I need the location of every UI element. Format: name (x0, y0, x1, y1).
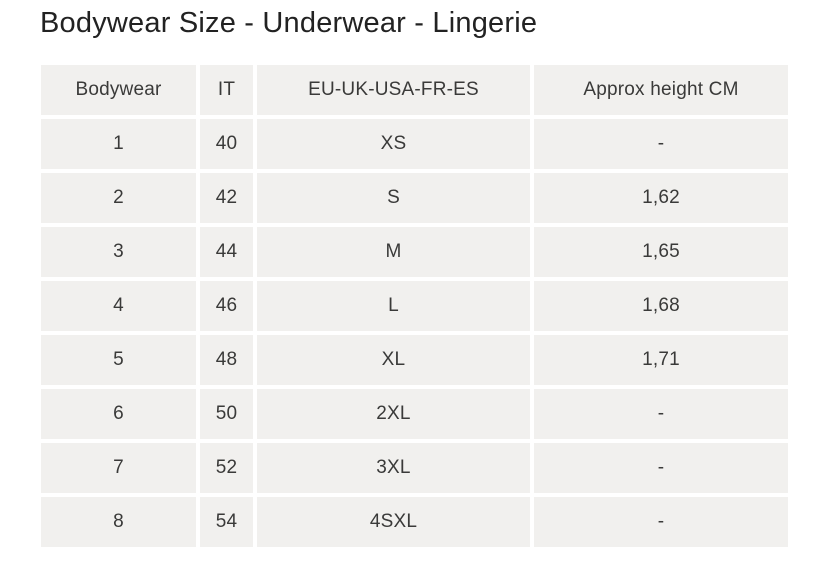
table-row: 7 52 3XL - (41, 443, 788, 493)
column-header-approx-height-cm: Approx height CM (534, 65, 788, 115)
cell-bodywear: 8 (41, 497, 196, 547)
column-header-it: IT (200, 65, 253, 115)
cell-bodywear: 6 (41, 389, 196, 439)
cell-it: 42 (200, 173, 253, 223)
size-chart-table: Bodywear IT EU-UK-USA-FR-ES Approx heigh… (37, 61, 792, 551)
cell-height: - (534, 443, 788, 493)
cell-eu-size: 3XL (257, 443, 530, 493)
cell-eu-size: 4SXL (257, 497, 530, 547)
cell-height: - (534, 119, 788, 169)
cell-eu-size: 2XL (257, 389, 530, 439)
cell-it: 54 (200, 497, 253, 547)
table-row: 4 46 L 1,68 (41, 281, 788, 331)
table-row: 6 50 2XL - (41, 389, 788, 439)
cell-eu-size: S (257, 173, 530, 223)
cell-it: 40 (200, 119, 253, 169)
cell-it: 50 (200, 389, 253, 439)
cell-height: - (534, 389, 788, 439)
cell-it: 48 (200, 335, 253, 385)
cell-it: 52 (200, 443, 253, 493)
cell-bodywear: 5 (41, 335, 196, 385)
table-row: 8 54 4SXL - (41, 497, 788, 547)
cell-height: 1,68 (534, 281, 788, 331)
cell-eu-size: L (257, 281, 530, 331)
cell-bodywear: 2 (41, 173, 196, 223)
table-row: 3 44 M 1,65 (41, 227, 788, 277)
cell-height: 1,71 (534, 335, 788, 385)
page-title: Bodywear Size - Underwear - Lingerie (40, 7, 538, 39)
table-row: 1 40 XS - (41, 119, 788, 169)
cell-bodywear: 1 (41, 119, 196, 169)
cell-bodywear: 4 (41, 281, 196, 331)
cell-eu-size: M (257, 227, 530, 277)
cell-eu-size: XS (257, 119, 530, 169)
cell-eu-size: XL (257, 335, 530, 385)
table-header: Bodywear IT EU-UK-USA-FR-ES Approx heigh… (41, 65, 788, 115)
table-row: 2 42 S 1,62 (41, 173, 788, 223)
cell-height: - (534, 497, 788, 547)
cell-height: 1,65 (534, 227, 788, 277)
cell-it: 46 (200, 281, 253, 331)
cell-bodywear: 3 (41, 227, 196, 277)
cell-it: 44 (200, 227, 253, 277)
cell-bodywear: 7 (41, 443, 196, 493)
column-header-bodywear: Bodywear (41, 65, 196, 115)
cell-height: 1,62 (534, 173, 788, 223)
table-body: 1 40 XS - 2 42 S 1,62 3 44 M 1,65 4 46 L (41, 119, 788, 547)
header-row: Bodywear IT EU-UK-USA-FR-ES Approx heigh… (41, 65, 788, 115)
table-row: 5 48 XL 1,71 (41, 335, 788, 385)
column-header-eu-uk-usa-fr-es: EU-UK-USA-FR-ES (257, 65, 530, 115)
